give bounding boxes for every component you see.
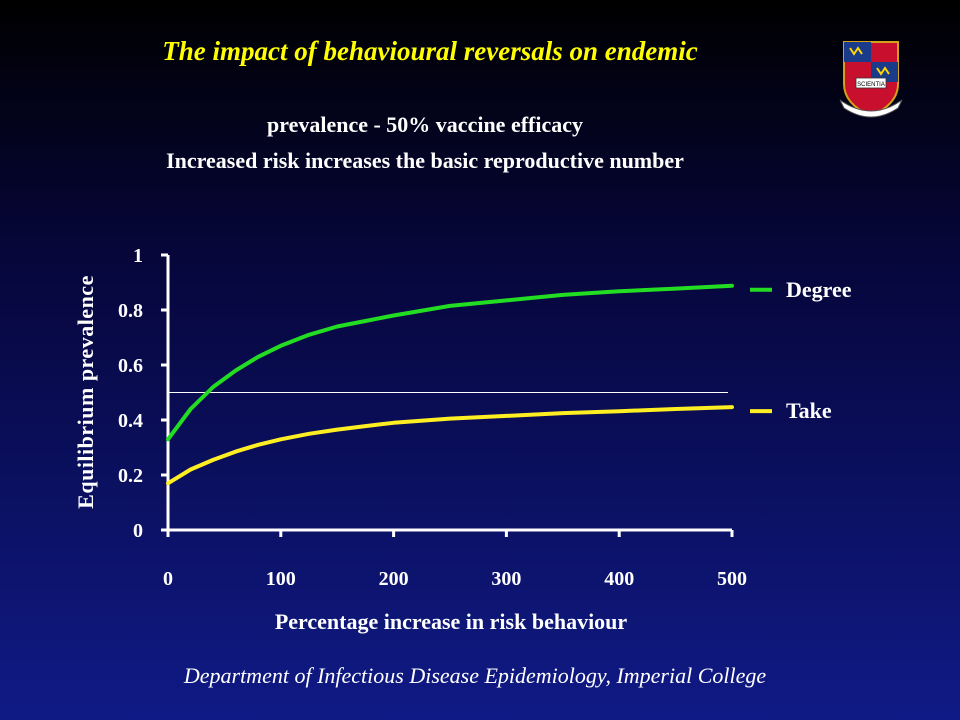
imperial-college-crest-icon: SCIENTIA xyxy=(839,41,903,118)
footer-department: Department of Infectious Disease Epidemi… xyxy=(183,663,767,688)
series-line-degree xyxy=(166,283,734,442)
svg-text:SCIENTIA: SCIENTIA xyxy=(857,82,885,88)
x-tick-label: 200 xyxy=(379,568,409,590)
x-tick-label: 300 xyxy=(491,568,521,590)
chart-axes: 0 0.2 0.4 0.6 0.8 1 0 100 200 300 400 500 xyxy=(118,245,747,590)
legend-label-take: Take xyxy=(786,398,832,423)
x-tick-label: 0 xyxy=(163,568,173,590)
y-axis-label: Equilibrium prevalence xyxy=(73,275,98,509)
y-tick-label: 1 xyxy=(133,245,143,267)
series-line-take xyxy=(166,405,734,486)
x-tick-label: 400 xyxy=(604,568,634,590)
x-tick-label: 500 xyxy=(717,568,747,590)
y-tick-label: 0 xyxy=(133,520,143,542)
chart-legend: Degree Take xyxy=(750,277,852,423)
x-axis-label: Percentage increase in risk behaviour xyxy=(275,609,628,634)
y-tick-label: 0.2 xyxy=(118,465,143,487)
x-tick-label: 100 xyxy=(266,568,296,590)
legend-label-degree: Degree xyxy=(786,277,852,302)
y-tick-label: 0.6 xyxy=(118,355,143,377)
chart-series xyxy=(166,283,734,486)
slide-title: The impact of behavioural reversals on e… xyxy=(162,36,698,66)
subtitle-line-2: Increased risk increases the basic repro… xyxy=(166,148,684,173)
y-tick-label: 0.8 xyxy=(118,300,143,322)
y-tick-label: 0.4 xyxy=(118,410,143,432)
subtitle-line-1: prevalence - 50% vaccine efficacy xyxy=(266,112,584,137)
